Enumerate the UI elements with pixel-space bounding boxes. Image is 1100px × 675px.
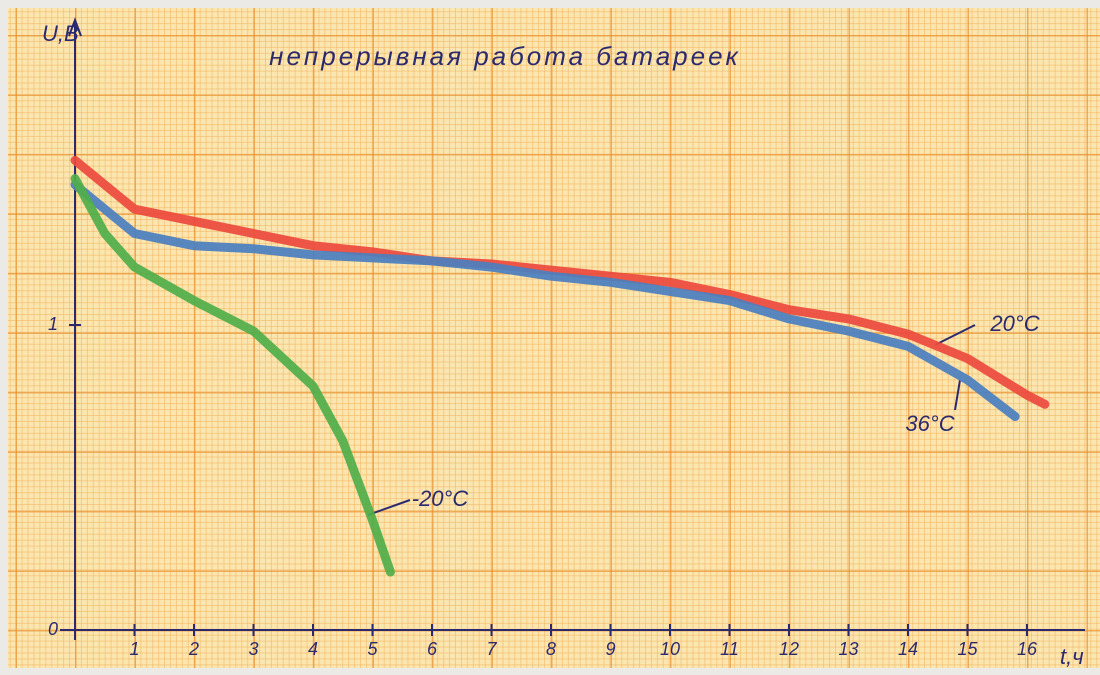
line xyxy=(70,174,395,577)
x-tick-label: 4 xyxy=(308,639,318,659)
leader-line xyxy=(954,379,961,411)
y-axis-arrow xyxy=(68,17,82,37)
x-tick-label: 1 xyxy=(129,639,139,659)
x-tick-label: 2 xyxy=(188,639,199,659)
leader-line xyxy=(934,324,976,346)
x-tick-label: 5 xyxy=(367,639,378,659)
x-axis-label: t,ч xyxy=(1060,644,1084,669)
x-tick-label: 14 xyxy=(898,639,918,659)
x-tick-label: 11 xyxy=(720,639,739,659)
x-tick-label: 9 xyxy=(605,639,615,659)
y-tick-label: 0 xyxy=(48,619,58,639)
x-tick-label: 6 xyxy=(427,639,438,659)
x-tick-label: 12 xyxy=(779,639,799,659)
line xyxy=(70,155,1050,409)
y-axis-label: U,B xyxy=(42,21,79,46)
chart-title: непрерывная работа батареек xyxy=(269,41,741,71)
x-tick-label: 7 xyxy=(486,639,497,659)
series-label: -20°C xyxy=(412,486,469,511)
series-label: 20°C xyxy=(989,311,1039,336)
x-tick-label: 3 xyxy=(248,639,258,659)
x-tick-label: 8 xyxy=(546,639,556,659)
x-tick-label: 16 xyxy=(1017,639,1038,659)
line xyxy=(70,180,1020,421)
x-tick-label: 10 xyxy=(660,639,680,659)
x-tick-label: 13 xyxy=(838,639,858,659)
x-tick-label: 15 xyxy=(957,639,978,659)
leader-line xyxy=(367,499,411,516)
y-tick-label: 1 xyxy=(48,314,58,334)
series-label: 36°C xyxy=(905,411,954,436)
